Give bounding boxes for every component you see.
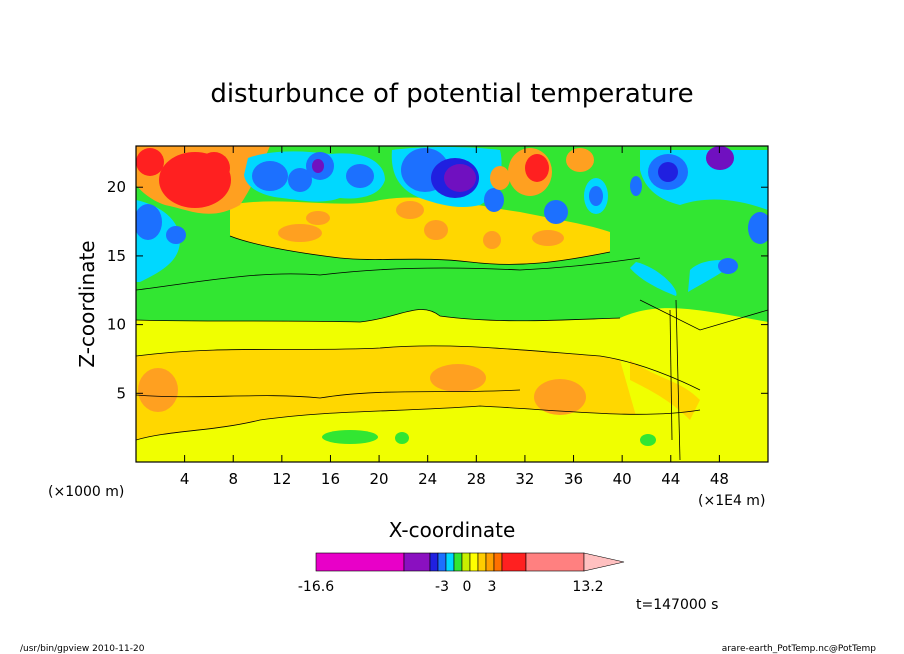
blue-left xyxy=(136,204,162,240)
colorbar-segment xyxy=(469,552,479,572)
orange-right xyxy=(566,148,594,172)
orange-upper xyxy=(306,211,330,225)
colorbar-label: -3 xyxy=(435,579,449,595)
blue-center xyxy=(484,188,504,212)
blue-mid xyxy=(288,168,312,192)
colorbar-segment xyxy=(485,552,495,572)
colorbar-label: -16.6 xyxy=(298,579,334,595)
colorbar xyxy=(315,552,625,572)
x-tick-label: 8 xyxy=(228,470,238,488)
x-unit-right: (×1E4 m) xyxy=(698,493,765,509)
colorbar-segment xyxy=(429,552,439,572)
purple-far-right xyxy=(706,146,734,170)
dark-blue-far-right xyxy=(658,162,678,182)
red-blob xyxy=(136,148,164,176)
colorbar-segment xyxy=(493,552,503,572)
contour-lines xyxy=(136,235,768,461)
x-tick-label: 24 xyxy=(418,470,437,488)
colorbar-label: 0 xyxy=(463,579,472,595)
colorbar-segment xyxy=(461,552,471,572)
x-tick-label: 12 xyxy=(272,470,291,488)
x-unit-left: (×1000 m) xyxy=(48,484,124,500)
yellow-band xyxy=(136,345,700,440)
blue-far-right xyxy=(748,212,768,244)
red-blob xyxy=(198,152,230,184)
y-axis: 5 10 15 20 xyxy=(107,178,768,402)
blue-mid xyxy=(252,161,288,191)
blue-arc xyxy=(718,258,738,274)
x-tick-label: 28 xyxy=(467,470,486,488)
yellow-streak xyxy=(630,360,700,420)
y-tick-label: 5 xyxy=(116,384,126,402)
footer-left: /usr/bin/gpview 2010-11-20 xyxy=(20,644,145,654)
orange-patch xyxy=(430,364,486,392)
blue-left xyxy=(166,226,186,244)
blue-right xyxy=(630,176,642,196)
colorbar-segment xyxy=(501,552,527,572)
x-tick-label: 44 xyxy=(661,470,680,488)
y-tick-label: 10 xyxy=(107,316,126,334)
orange-upper xyxy=(396,201,424,219)
orange-upper xyxy=(278,224,322,242)
colorbar-segment xyxy=(445,552,455,572)
plot-area xyxy=(136,146,768,462)
orange-right xyxy=(490,166,510,190)
green-spot xyxy=(322,430,378,444)
y-tick-label: 20 xyxy=(107,178,126,196)
footer-right: arare-earth_PotTemp.nc@PotTemp xyxy=(722,644,877,654)
light-blue-arc xyxy=(630,262,677,296)
colorbar-segment xyxy=(453,552,463,572)
x-tick-label: 40 xyxy=(613,470,632,488)
x-tick-label: 48 xyxy=(710,470,729,488)
colorbar-segment xyxy=(403,552,431,572)
green-spot xyxy=(395,432,409,444)
orange-upper xyxy=(532,230,564,246)
plot-frame xyxy=(135,145,769,463)
x-tick-label: 36 xyxy=(564,470,583,488)
x-tick-label: 4 xyxy=(180,470,190,488)
blue-right xyxy=(544,200,568,224)
colorbar-segment xyxy=(315,552,405,572)
orange-upper xyxy=(424,220,448,240)
colorbar-extension xyxy=(583,552,625,572)
green-spot xyxy=(640,434,656,446)
orange-patch xyxy=(138,368,178,412)
x-tick-label: 32 xyxy=(515,470,534,488)
colorbar-segment xyxy=(525,552,585,572)
x-axis: 4 8 12 16 20 24 28 32 36 40 44 48 xyxy=(180,146,729,488)
blue-right xyxy=(589,186,603,206)
time-label: t=147000 s xyxy=(636,597,718,613)
orange-upper xyxy=(483,231,501,249)
x-axis-title: X-coordinate xyxy=(389,518,516,542)
x-tick-label: 20 xyxy=(370,470,389,488)
x-tick-label: 16 xyxy=(321,470,340,488)
purple-spot xyxy=(312,159,324,173)
colorbar-segment xyxy=(477,552,487,572)
red-right xyxy=(525,154,549,182)
colorbar-label: 3 xyxy=(488,579,497,595)
purple-center xyxy=(444,164,476,192)
blue-mid xyxy=(346,164,374,188)
y-tick-label: 15 xyxy=(107,247,126,265)
chart-title: disturbunce of potential temperature xyxy=(210,79,693,109)
colorbar-segment xyxy=(437,552,447,572)
orange-patch xyxy=(534,379,586,415)
colorbar-label: 13.2 xyxy=(572,579,603,595)
y-axis-title: Z-coordinate xyxy=(75,240,99,367)
